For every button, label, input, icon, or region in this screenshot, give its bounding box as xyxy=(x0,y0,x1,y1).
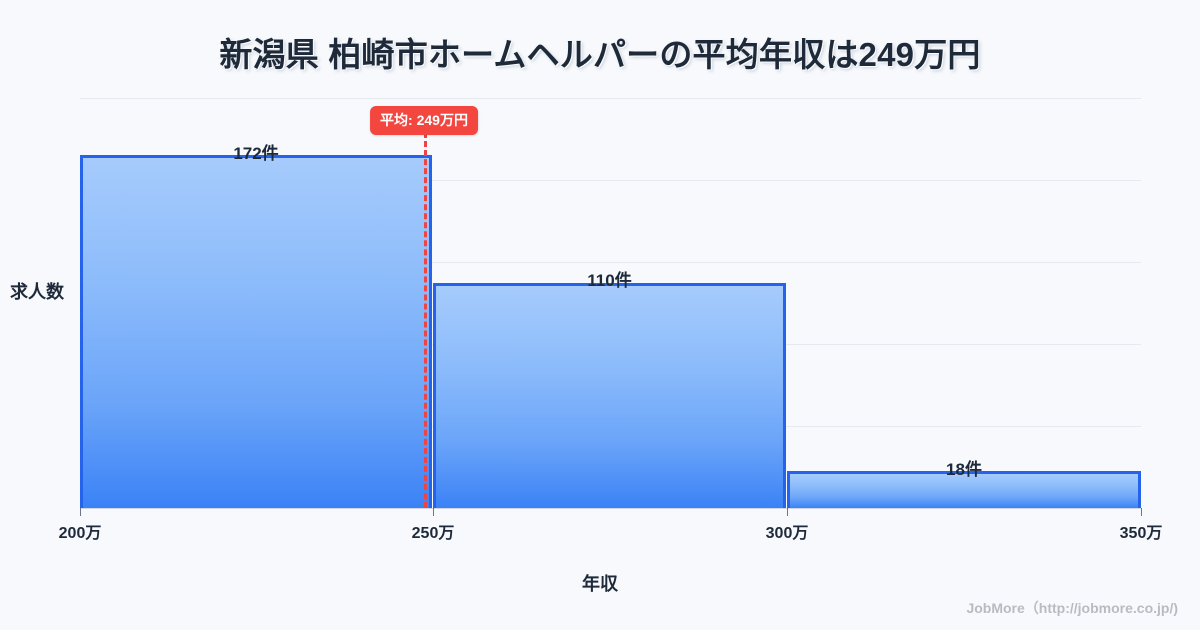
x-axis-tick xyxy=(433,508,434,516)
bar-bin-2[interactable] xyxy=(433,283,786,508)
x-axis-tick-label-4: 350万 xyxy=(1119,525,1163,542)
page-title: 新潟県 柏崎市ホームヘルパーの平均年収は249万円 xyxy=(219,36,981,73)
watermark-credit: JobMore（http://jobmore.co.jp/) xyxy=(966,600,1178,616)
x-axis-tick-label-2: 250万 xyxy=(411,525,455,542)
x-axis-tick-label-1: 200万 xyxy=(58,525,102,542)
x-axis-tick-label-3: 300万 xyxy=(765,525,809,542)
x-axis-title: 年収 xyxy=(582,574,618,594)
x-axis-baseline xyxy=(80,508,1141,509)
x-axis-tick xyxy=(80,508,81,516)
bars-layer xyxy=(80,98,1141,508)
average-line xyxy=(424,132,427,508)
bar-value-label-2: 110件 xyxy=(587,271,632,290)
x-axis-tick xyxy=(1141,508,1142,516)
y-axis-title: 求人数 xyxy=(10,282,64,302)
bar-bin-1[interactable] xyxy=(80,155,432,508)
plot-area xyxy=(80,98,1141,508)
average-badge: 平均: 249万円 xyxy=(370,106,478,135)
bar-bin-3[interactable] xyxy=(787,471,1141,508)
bar-value-label-3: 18件 xyxy=(946,460,982,479)
x-axis-tick xyxy=(787,508,788,516)
bar-value-label-1: 172件 xyxy=(233,144,279,163)
